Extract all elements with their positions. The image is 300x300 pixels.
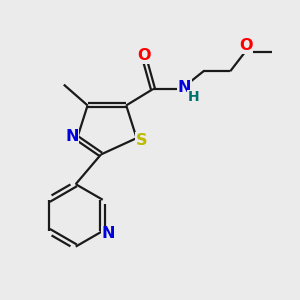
Text: N: N	[177, 80, 191, 95]
Text: N: N	[65, 129, 79, 144]
Text: O: O	[137, 48, 151, 63]
Text: H: H	[188, 90, 200, 104]
Text: O: O	[239, 38, 253, 53]
Text: N: N	[101, 226, 115, 242]
Text: S: S	[136, 133, 148, 148]
